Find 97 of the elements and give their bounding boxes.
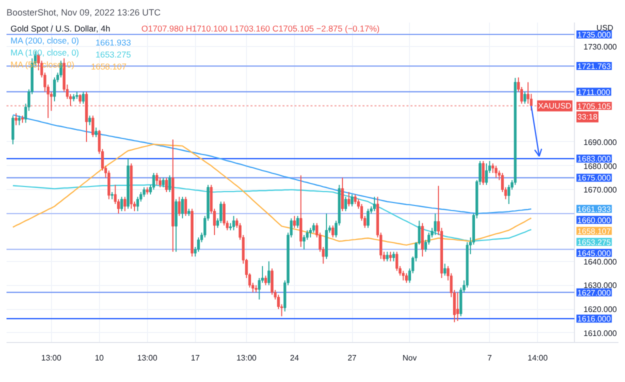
- text: BoosterShot, Nov 09, 2022 13:26 UTC: [6, 8, 162, 18]
- ref-line-label: 1627.000: [577, 288, 612, 298]
- candlestick: [12, 115, 14, 145]
- x-tick-label: 13:00: [137, 354, 158, 362]
- candlestick: [78, 94, 82, 104]
- candlestick: [220, 201, 222, 224]
- candlestick: [232, 215, 236, 231]
- candlestick: [309, 227, 312, 238]
- x-tick-label: 17: [190, 354, 200, 362]
- candlestick: [197, 236, 200, 252]
- y-tick-label: 1690.000: [584, 138, 618, 147]
- candlestick: [299, 174, 302, 248]
- y-tick-label: 1680.000: [584, 162, 618, 171]
- annotation: 1653.275: [96, 50, 132, 60]
- candlestick: [402, 270, 405, 281]
- x-tick-label: 10: [94, 354, 104, 362]
- candlestick: [168, 174, 172, 193]
- x-tick-label: Nov: [402, 354, 417, 362]
- candlestick: [18, 115, 21, 126]
- candlestick: [392, 251, 396, 262]
- y-tick-label: 1640.000: [584, 257, 618, 266]
- candlestick: [108, 170, 110, 200]
- candlestick: [124, 196, 126, 212]
- x-tick-label: 13:00: [41, 354, 62, 362]
- candlestick: [395, 251, 398, 272]
- text: 1705.105: [577, 102, 612, 111]
- text: 1653.275: [577, 238, 611, 247]
- candlestick: [389, 251, 392, 262]
- candlestick: [366, 208, 370, 228]
- candlestick: [347, 192, 350, 207]
- candlestick: [264, 275, 268, 286]
- ref-line-label: 1683.000: [577, 154, 612, 164]
- annotation: XAUUSD: [538, 101, 572, 110]
- text: 1658.107: [577, 226, 611, 236]
- candlestick: [92, 115, 94, 138]
- candlestick: [293, 215, 296, 228]
- candlestick: [165, 177, 168, 193]
- x-tick-label: 7: [487, 354, 492, 362]
- ref-line-label: 1721.763: [577, 62, 612, 72]
- x-tick-label: 24: [290, 354, 300, 362]
- candlestick: [270, 268, 274, 296]
- candlestick: [82, 91, 85, 104]
- ref-line-label: 1660.000: [577, 216, 612, 225]
- text: 33:18: [577, 112, 598, 122]
- ref-line-label: 1711.000: [577, 88, 611, 97]
- candlestick: [312, 222, 316, 234]
- text: 1661.933: [577, 204, 611, 214]
- candlestick: [14, 112, 18, 126]
- candlestick: [296, 215, 300, 228]
- candlestick: [268, 260, 270, 286]
- candlestick: [344, 196, 348, 212]
- candlestick: [341, 177, 344, 212]
- candlestick: [142, 186, 146, 198]
- annotation: 1661.933: [96, 38, 132, 48]
- candlestick: [158, 177, 162, 188]
- candlestick: [494, 165, 498, 178]
- y-tick-label: 1730.000: [584, 42, 618, 52]
- x-tick-label: 27: [348, 354, 358, 362]
- y-tick-label: 1670.000: [584, 186, 618, 195]
- candlestick: [184, 196, 188, 216]
- x-tick-label: 13:00: [236, 354, 258, 362]
- candlestick: [156, 172, 158, 186]
- candlestick: [456, 292, 460, 322]
- candlestick: [373, 196, 376, 212]
- candlestick: [302, 234, 306, 250]
- candlestick: [434, 213, 437, 236]
- y-tick-label: 1630.000: [584, 281, 618, 290]
- ref-line-label: 1645.000: [577, 248, 612, 258]
- ref-line-label: 1675.000: [577, 174, 612, 183]
- candlestick: [53, 76, 56, 102]
- candlestick: [443, 263, 446, 276]
- candlestick: [136, 196, 140, 212]
- candlestick: [482, 160, 485, 186]
- candlestick: [88, 115, 92, 126]
- candlestick: [405, 272, 408, 284]
- candlestick: [120, 196, 124, 212]
- text: MA (200, close, 0): [10, 36, 80, 46]
- candlestick: [152, 172, 156, 190]
- candlestick: [507, 184, 510, 204]
- ref-line-label: 1616.000: [577, 314, 612, 324]
- candlestick: [523, 91, 526, 104]
- candlestick: [331, 224, 334, 238]
- x-tick-label: 14:00: [528, 354, 548, 362]
- y-tick-label: 1610.000: [584, 328, 618, 338]
- candlestick: [485, 162, 488, 186]
- chart-title: Gold Spot / U.S. Dollar, 4h: [10, 24, 110, 34]
- candlestick: [421, 222, 424, 258]
- ref-line-label: 1735.000: [577, 30, 612, 40]
- chart-subtitle: O1707.980 H1710.100 L1703.160 C1705.105 −2.875 (−0.17%): [141, 24, 380, 34]
- candlestick: [491, 162, 494, 174]
- candlestick: [178, 196, 181, 216]
- text: USD: [596, 24, 614, 32]
- candlestick: [181, 196, 184, 219]
- y-tick-label: 1620.000: [584, 305, 618, 314]
- candlestick: [94, 127, 98, 138]
- candlestick: [350, 194, 354, 207]
- text: MA (100, close, 0): [10, 48, 80, 58]
